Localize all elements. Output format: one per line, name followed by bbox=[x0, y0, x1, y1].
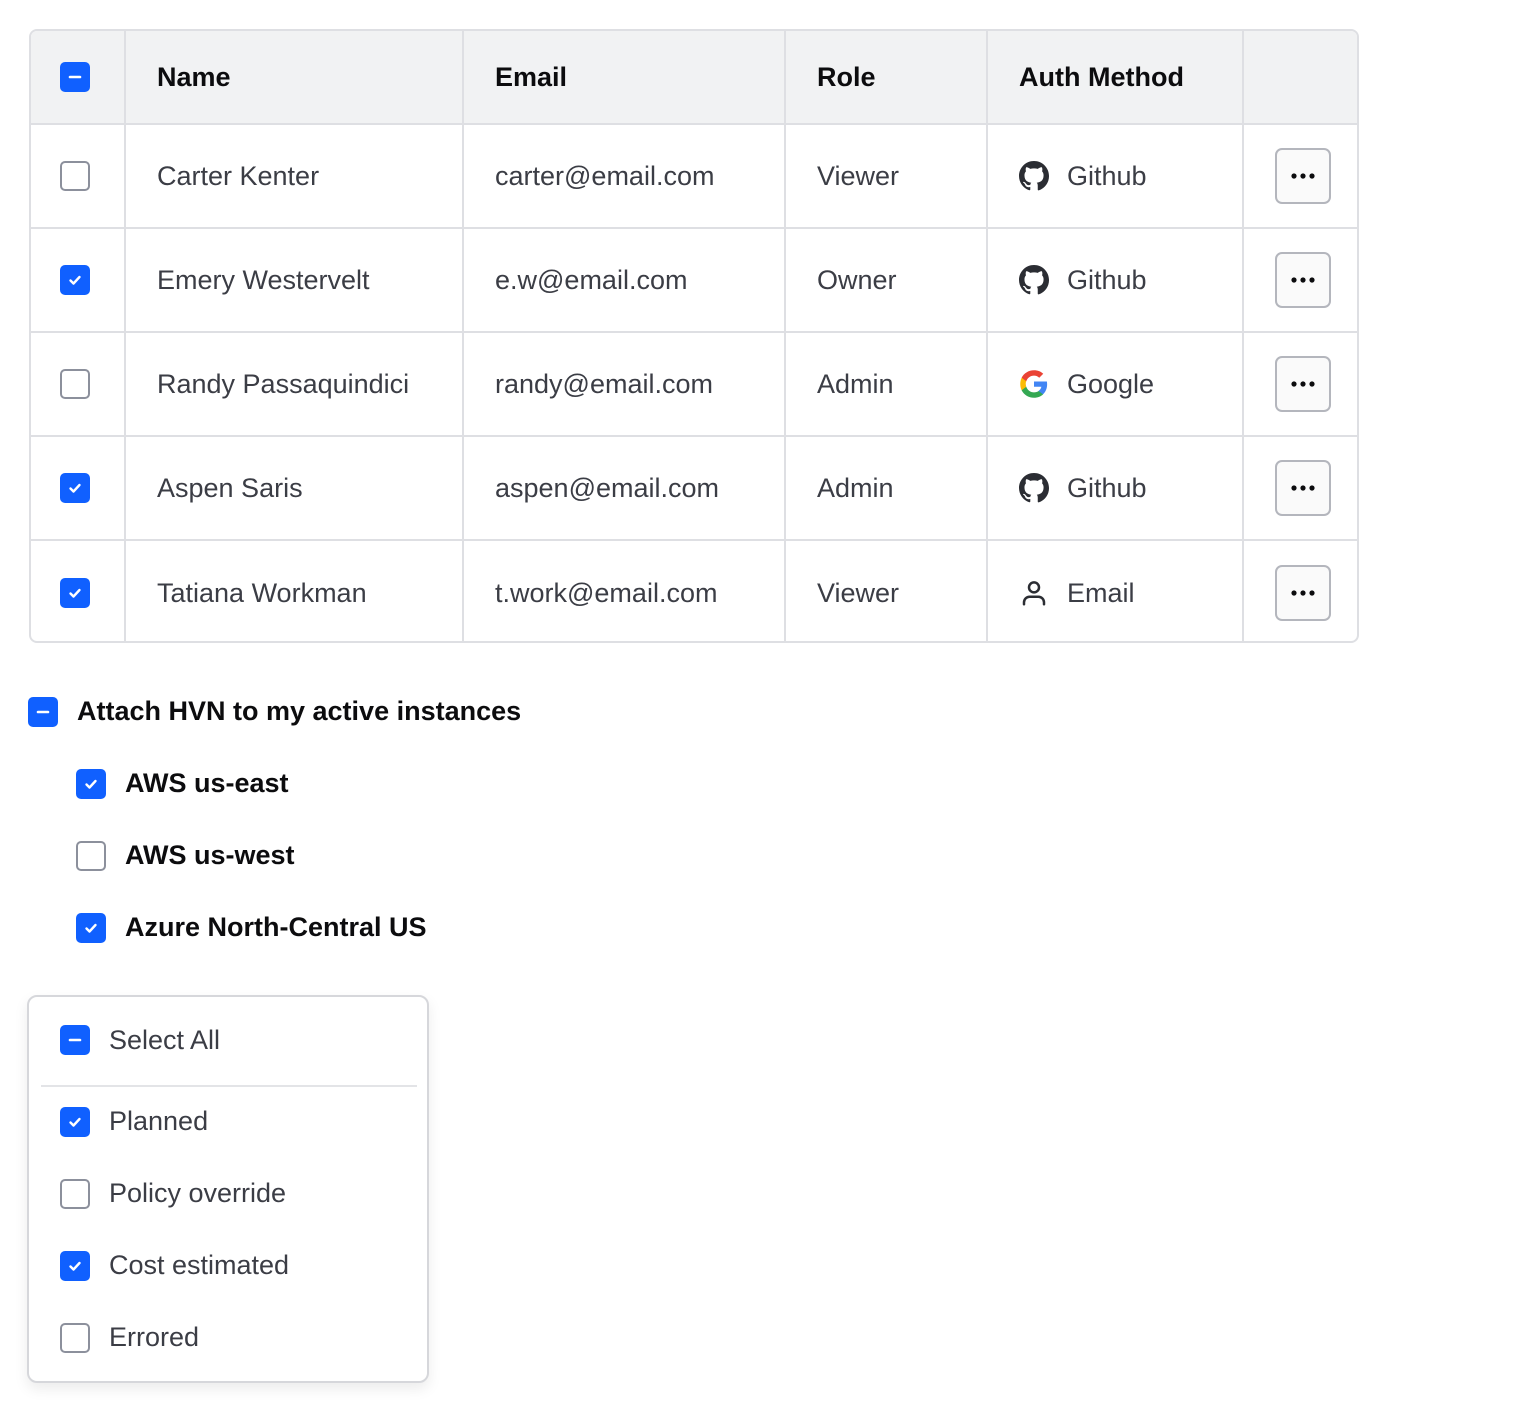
row-actions-button[interactable] bbox=[1275, 356, 1331, 412]
column-header-name[interactable]: Name bbox=[126, 31, 464, 123]
table-row: Randy Passaquindici randy@email.com Admi… bbox=[31, 333, 1357, 437]
row-actions-button[interactable] bbox=[1275, 148, 1331, 204]
auth-method-label: Google bbox=[1067, 368, 1155, 399]
cell-role: Owner bbox=[786, 229, 988, 331]
cell-name: Aspen Saris bbox=[126, 437, 464, 539]
dropdown-item-label[interactable]: Planned bbox=[109, 1106, 209, 1136]
row-checkbox[interactable] bbox=[60, 473, 90, 503]
table-row: Aspen Saris aspen@email.com Admin Github bbox=[31, 437, 1357, 541]
cell-role: Admin bbox=[786, 333, 988, 435]
users-table: Name Email Role Auth Method Carter Kente… bbox=[29, 29, 1359, 643]
dropdown-item-label[interactable]: Cost estimated bbox=[109, 1250, 290, 1280]
google-icon bbox=[1019, 369, 1049, 399]
group-child-label[interactable]: AWS us-east bbox=[125, 768, 289, 798]
cell-name: Randy Passaquindici bbox=[126, 333, 464, 435]
cell-email: aspen@email.com bbox=[464, 437, 786, 539]
cell-email: t.work@email.com bbox=[464, 541, 786, 641]
cell-auth-method: Github bbox=[988, 229, 1244, 331]
row-checkbox[interactable] bbox=[60, 369, 90, 399]
select-all-checkbox[interactable] bbox=[60, 1025, 90, 1055]
group-child-checkbox[interactable] bbox=[76, 769, 106, 799]
cell-name: Emery Westervelt bbox=[126, 229, 464, 331]
more-horizontal-icon bbox=[1291, 590, 1315, 596]
more-horizontal-icon bbox=[1291, 381, 1315, 387]
row-checkbox[interactable] bbox=[60, 265, 90, 295]
row-actions-button[interactable] bbox=[1275, 460, 1331, 516]
group-parent-label[interactable]: Attach HVN to my active instances bbox=[77, 696, 522, 726]
cell-auth-method: Email bbox=[988, 541, 1244, 641]
cell-name: Tatiana Workman bbox=[126, 541, 464, 641]
cell-role: Viewer bbox=[786, 541, 988, 641]
select-all-label[interactable]: Select All bbox=[109, 1025, 221, 1055]
row-actions-button[interactable] bbox=[1275, 252, 1331, 308]
filter-dropdown: Select All Planned Policy override Cost es… bbox=[27, 995, 429, 1383]
github-icon bbox=[1019, 473, 1049, 503]
auth-method-label: Github bbox=[1067, 264, 1147, 295]
more-horizontal-icon bbox=[1291, 485, 1315, 491]
table-row: Carter Kenter carter@email.com Viewer Gi… bbox=[31, 125, 1357, 229]
dropdown-item-checkbox[interactable] bbox=[60, 1251, 90, 1281]
column-header-auth-method[interactable]: Auth Method bbox=[988, 31, 1244, 123]
dropdown-item-checkbox[interactable] bbox=[60, 1107, 90, 1137]
more-horizontal-icon bbox=[1291, 277, 1315, 283]
table-header: Name Email Role Auth Method bbox=[31, 31, 1357, 125]
column-header-email[interactable]: Email bbox=[464, 31, 786, 123]
cell-auth-method: Github bbox=[988, 437, 1244, 539]
cell-email: carter@email.com bbox=[464, 125, 786, 227]
dropdown-item-checkbox[interactable] bbox=[60, 1323, 90, 1353]
github-icon bbox=[1019, 265, 1049, 295]
select-all-rows-checkbox[interactable] bbox=[60, 62, 90, 92]
cell-email: randy@email.com bbox=[464, 333, 786, 435]
group-child-checkbox[interactable] bbox=[76, 913, 106, 943]
github-icon bbox=[1019, 161, 1049, 191]
table-row: Tatiana Workman t.work@email.com Viewer … bbox=[31, 541, 1357, 641]
user-icon bbox=[1019, 578, 1049, 608]
cell-auth-method: Github bbox=[988, 125, 1244, 227]
column-header-actions bbox=[1244, 31, 1357, 123]
more-horizontal-icon bbox=[1291, 173, 1315, 179]
row-actions-button[interactable] bbox=[1275, 565, 1331, 621]
table-row: Emery Westervelt e.w@email.com Owner Git… bbox=[31, 229, 1357, 333]
group-child-label[interactable]: AWS us-west bbox=[125, 840, 295, 870]
dropdown-divider bbox=[41, 1085, 417, 1087]
cell-role: Viewer bbox=[786, 125, 988, 227]
dropdown-item-label[interactable]: Errored bbox=[109, 1322, 200, 1352]
auth-method-label: Github bbox=[1067, 472, 1147, 503]
dropdown-item-checkbox[interactable] bbox=[60, 1179, 90, 1209]
row-checkbox[interactable] bbox=[60, 161, 90, 191]
row-checkbox[interactable] bbox=[60, 578, 90, 608]
column-header-role[interactable]: Role bbox=[786, 31, 988, 123]
cell-name: Carter Kenter bbox=[126, 125, 464, 227]
group-parent-checkbox[interactable] bbox=[28, 697, 58, 727]
auth-method-label: Github bbox=[1067, 160, 1147, 191]
dropdown-item-label[interactable]: Policy override bbox=[109, 1178, 287, 1208]
cell-auth-method: Google bbox=[988, 333, 1244, 435]
cell-role: Admin bbox=[786, 437, 988, 539]
cell-email: e.w@email.com bbox=[464, 229, 786, 331]
auth-method-label: Email bbox=[1067, 577, 1135, 608]
group-child-checkbox[interactable] bbox=[76, 841, 106, 871]
group-child-label[interactable]: Azure North-Central US bbox=[125, 912, 427, 942]
